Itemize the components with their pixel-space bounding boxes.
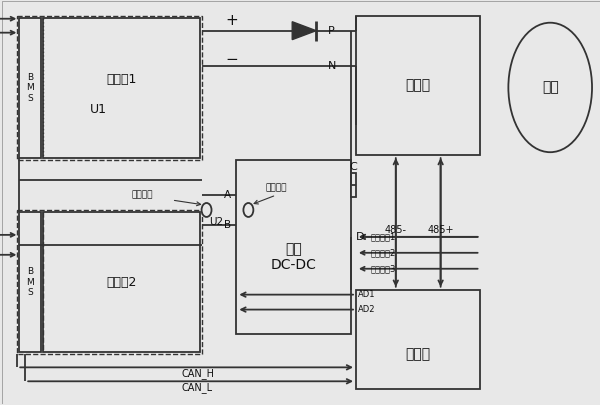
Text: AD1: AD1: [358, 290, 376, 299]
Ellipse shape: [244, 203, 253, 217]
Text: B
M
S: B M S: [26, 267, 34, 297]
FancyBboxPatch shape: [17, 210, 202, 354]
Text: B
M
S: B M S: [26, 73, 34, 103]
Text: 485+: 485+: [427, 225, 454, 235]
Text: 电池组1: 电池组1: [106, 73, 137, 87]
FancyBboxPatch shape: [356, 290, 481, 389]
Text: 控制器: 控制器: [406, 347, 431, 361]
Text: 电流霍尔: 电流霍尔: [131, 190, 152, 200]
FancyBboxPatch shape: [17, 16, 202, 160]
Text: N: N: [328, 60, 337, 70]
FancyBboxPatch shape: [19, 18, 41, 158]
Text: 电压霍尔: 电压霍尔: [266, 183, 287, 192]
FancyBboxPatch shape: [43, 18, 200, 158]
Text: 电机: 电机: [542, 81, 559, 94]
Text: 控制信号1: 控制信号1: [371, 232, 396, 241]
Text: B: B: [224, 220, 232, 230]
Text: 电池组2: 电池组2: [106, 276, 137, 289]
Text: CAN_L: CAN_L: [182, 382, 213, 393]
Ellipse shape: [202, 203, 212, 217]
FancyBboxPatch shape: [356, 16, 481, 155]
FancyBboxPatch shape: [43, 212, 200, 352]
Ellipse shape: [508, 23, 592, 152]
Text: AD2: AD2: [358, 305, 376, 314]
Text: 控制信号2: 控制信号2: [371, 248, 396, 257]
FancyBboxPatch shape: [19, 212, 41, 352]
Text: −: −: [225, 52, 238, 67]
FancyBboxPatch shape: [351, 173, 356, 197]
Text: +: +: [225, 13, 238, 28]
Text: U2: U2: [209, 217, 224, 227]
Text: A: A: [224, 190, 232, 200]
Text: P: P: [328, 26, 335, 36]
Text: 控制信号3: 控制信号3: [371, 264, 396, 273]
Text: 变频器: 变频器: [406, 79, 431, 92]
Text: CAN_H: CAN_H: [182, 368, 215, 379]
Text: 485-: 485-: [385, 225, 407, 235]
Text: 双向
DC-DC: 双向 DC-DC: [271, 242, 317, 273]
Text: D: D: [356, 232, 364, 242]
FancyBboxPatch shape: [236, 160, 351, 335]
Text: U1: U1: [89, 103, 106, 116]
Polygon shape: [292, 22, 316, 40]
Text: C: C: [350, 162, 358, 172]
